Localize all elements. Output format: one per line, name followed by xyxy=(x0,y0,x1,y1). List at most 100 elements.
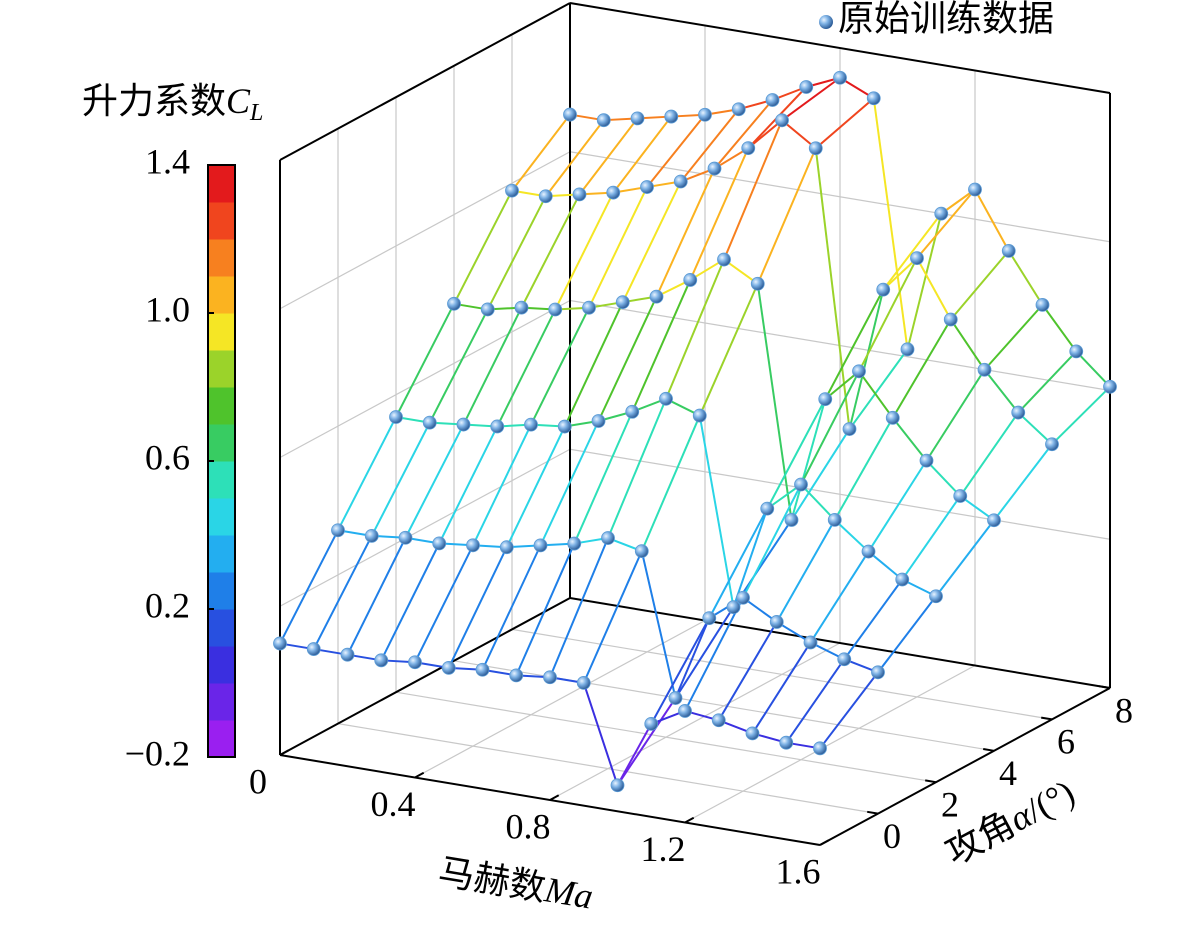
mesh-line xyxy=(800,483,836,521)
y-tick xyxy=(1041,716,1053,721)
y-tick xyxy=(925,779,937,784)
data-point xyxy=(808,141,823,156)
data-point xyxy=(813,741,827,756)
mesh-line xyxy=(785,658,846,744)
data-point xyxy=(731,102,746,117)
data-point xyxy=(678,704,692,718)
data-point xyxy=(900,342,915,357)
data-point xyxy=(1045,437,1059,452)
data-point xyxy=(968,182,982,197)
x-tick xyxy=(684,816,695,824)
data-point xyxy=(987,513,1001,528)
mesh-line xyxy=(674,606,735,699)
mesh-line xyxy=(511,113,571,192)
colorbar-band xyxy=(208,202,235,240)
mesh-line xyxy=(901,495,962,581)
mesh-line xyxy=(723,258,759,285)
data-point xyxy=(640,180,654,194)
mesh-line xyxy=(505,426,566,548)
data-point xyxy=(340,647,355,662)
mesh-line xyxy=(766,483,802,510)
data-point xyxy=(389,410,403,424)
mesh-line xyxy=(775,519,836,623)
data-point xyxy=(683,273,698,287)
x-axis-symbol: Ma xyxy=(541,869,596,917)
x-tick-label: 0 xyxy=(249,761,267,801)
mesh-line xyxy=(346,537,407,656)
mesh-line xyxy=(679,108,740,183)
mesh-line xyxy=(616,723,653,786)
data-point xyxy=(630,111,645,126)
y-tick-label: 0 xyxy=(883,816,901,856)
mesh-line xyxy=(713,99,774,170)
colorbar-tick-label: 1.0 xyxy=(145,289,190,329)
data-point xyxy=(408,655,422,670)
mesh-line xyxy=(872,98,909,350)
colorbar-band xyxy=(208,572,235,610)
mesh-line xyxy=(974,189,1010,252)
mesh-line xyxy=(563,301,624,427)
mesh-line xyxy=(684,597,744,712)
y-tick-label: 2 xyxy=(941,784,959,824)
data-point xyxy=(364,528,379,543)
data-point xyxy=(769,615,784,629)
data-point xyxy=(934,206,949,221)
mesh-line xyxy=(554,192,615,310)
data-point xyxy=(524,417,538,432)
axes-box xyxy=(279,2,1111,846)
data-point xyxy=(1103,379,1117,394)
data-point xyxy=(610,778,625,793)
mesh-line xyxy=(539,420,600,546)
axis-line xyxy=(819,687,1111,846)
data-point xyxy=(374,653,389,668)
mesh-line xyxy=(877,595,937,673)
mesh-line xyxy=(395,303,455,418)
axis-line xyxy=(569,2,1111,94)
colorbar-band xyxy=(208,535,235,573)
data-point xyxy=(929,589,943,604)
x-tick xyxy=(414,771,425,779)
mesh-line xyxy=(882,213,943,291)
data-point xyxy=(692,408,707,423)
mesh-line xyxy=(640,550,677,699)
mesh-line xyxy=(1017,411,1053,445)
mesh-line xyxy=(834,519,870,553)
grid-line xyxy=(453,660,995,752)
mesh-line xyxy=(800,370,860,485)
data-point xyxy=(514,300,529,315)
mesh-line xyxy=(428,308,489,424)
mesh-line xyxy=(949,250,1010,321)
mesh-line xyxy=(646,114,706,188)
mesh-line xyxy=(674,617,711,699)
mesh-line xyxy=(867,550,903,581)
data-point xyxy=(644,717,659,731)
colorbar-band xyxy=(208,350,235,388)
mesh-line xyxy=(723,119,783,260)
mesh-line xyxy=(732,508,769,608)
data-point xyxy=(741,141,756,156)
data-point xyxy=(422,415,437,430)
data-point xyxy=(794,477,808,492)
mesh-line xyxy=(815,97,875,150)
data-point xyxy=(456,417,471,432)
mesh-line xyxy=(1017,350,1077,414)
axis-line xyxy=(279,2,571,161)
data-point xyxy=(861,544,876,559)
data-point xyxy=(548,302,563,317)
mesh-line xyxy=(1075,350,1111,388)
data-point xyxy=(698,107,712,122)
data-point xyxy=(480,302,495,317)
mesh-line xyxy=(717,621,778,721)
data-point xyxy=(499,540,514,555)
mesh-line xyxy=(867,460,928,553)
mesh-line xyxy=(472,424,532,546)
mesh-line xyxy=(689,147,750,281)
colorbar-band xyxy=(208,609,235,647)
mesh-line xyxy=(766,398,827,510)
mesh-line xyxy=(607,398,667,539)
x-axis-title-text: 马赫数 xyxy=(435,852,548,909)
colorbar-symbol: C xyxy=(226,81,251,121)
data-point xyxy=(576,676,591,690)
mesh-line xyxy=(916,188,976,259)
mesh-line xyxy=(588,186,648,309)
